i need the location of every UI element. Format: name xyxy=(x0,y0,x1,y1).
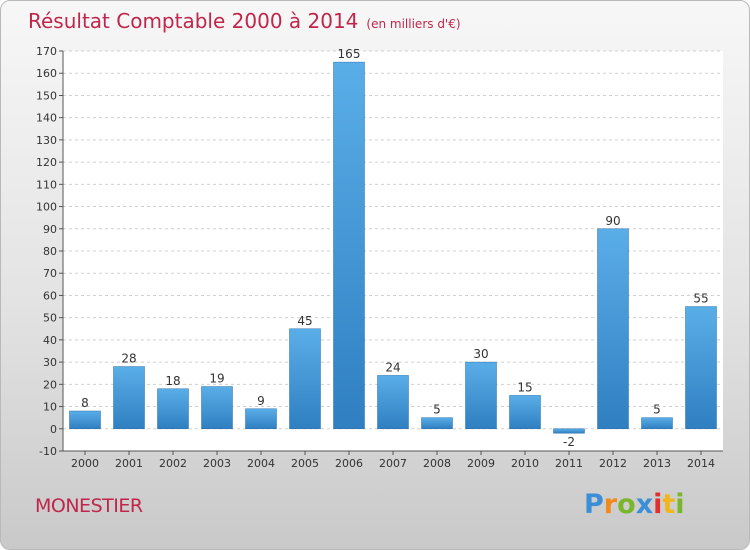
chart-subtitle: (en milliers d'€) xyxy=(366,17,461,31)
data-label: 24 xyxy=(385,360,400,374)
y-tick-label: 10 xyxy=(43,401,57,414)
x-tick-label: 2004 xyxy=(247,457,275,470)
bar xyxy=(641,417,673,430)
y-tick-label: 170 xyxy=(36,45,57,58)
data-label: 55 xyxy=(693,292,708,306)
x-tick-label: 2007 xyxy=(379,457,407,470)
data-label: -2 xyxy=(563,435,575,449)
logo-letter: i xyxy=(675,489,685,520)
data-label: 19 xyxy=(209,372,224,386)
x-tick-label: 2011 xyxy=(555,457,583,470)
y-tick-label: 130 xyxy=(36,134,57,147)
logo-letter: i xyxy=(653,489,663,520)
logo-letter: o xyxy=(617,489,636,520)
y-tick-label: 90 xyxy=(43,223,57,236)
bar xyxy=(333,61,365,430)
data-label: 45 xyxy=(297,314,312,328)
chart-title-text: Résultat Comptable 2000 à 2014 xyxy=(28,9,359,33)
bar xyxy=(289,328,321,430)
bar xyxy=(157,388,189,430)
x-tick-label: 2001 xyxy=(115,457,143,470)
x-tick-label: 2013 xyxy=(643,457,671,470)
data-label: 5 xyxy=(433,403,441,417)
proxiti-logo[interactable]: Proxiti xyxy=(584,489,685,520)
x-tick-label: 2014 xyxy=(687,457,715,470)
bar xyxy=(69,410,101,430)
bar xyxy=(509,395,541,430)
bar xyxy=(421,417,453,430)
logo-letter: P xyxy=(584,489,604,520)
x-tick-label: 2010 xyxy=(511,457,539,470)
x-tick-label: 2012 xyxy=(599,457,627,470)
x-tick-label: 2003 xyxy=(203,457,231,470)
bar xyxy=(465,361,497,430)
y-tick-label: 40 xyxy=(43,334,57,347)
x-tick-label: 2009 xyxy=(467,457,495,470)
y-tick-label: 140 xyxy=(36,112,57,125)
bar xyxy=(377,375,409,430)
y-tick-label: 0 xyxy=(50,423,57,436)
y-tick-label: 30 xyxy=(43,356,57,369)
bar xyxy=(113,366,145,430)
data-label: 5 xyxy=(653,403,661,417)
logo-letter: t xyxy=(662,489,676,520)
y-tick-label: 20 xyxy=(43,378,57,391)
chart-title: Résultat Comptable 2000 à 2014 (en millie… xyxy=(28,9,461,33)
bar xyxy=(245,408,277,430)
logo-letter: r xyxy=(603,489,618,520)
bar xyxy=(201,386,233,430)
y-tick-label: 160 xyxy=(36,67,57,80)
y-tick-label: 70 xyxy=(43,267,57,280)
bar xyxy=(553,428,585,434)
y-tick-label: 110 xyxy=(36,178,57,191)
x-tick-label: 2000 xyxy=(71,457,99,470)
x-tick-label: 2008 xyxy=(423,457,451,470)
y-tick-label: -10 xyxy=(39,445,57,458)
data-label: 8 xyxy=(81,396,89,410)
y-tick-label: 120 xyxy=(36,156,57,169)
data-label: 90 xyxy=(605,214,620,228)
data-label: 9 xyxy=(257,394,265,408)
y-tick-label: 100 xyxy=(36,201,57,214)
x-tick-label: 2002 xyxy=(159,457,187,470)
data-label: 165 xyxy=(338,47,361,61)
bar xyxy=(597,228,629,430)
data-label: 15 xyxy=(517,380,532,394)
logo-letter: x xyxy=(635,489,654,520)
y-tick-label: 60 xyxy=(43,289,57,302)
data-label: 18 xyxy=(165,374,180,388)
bar xyxy=(685,306,717,430)
y-tick-label: 50 xyxy=(43,312,57,325)
commune-name: MONESTIER xyxy=(35,495,143,517)
y-tick-label: 80 xyxy=(43,245,57,258)
data-label: 30 xyxy=(473,347,488,361)
x-tick-label: 2006 xyxy=(335,457,363,470)
data-label: 28 xyxy=(121,352,136,366)
y-tick-label: 150 xyxy=(36,89,57,102)
x-tick-label: 2005 xyxy=(291,457,319,470)
